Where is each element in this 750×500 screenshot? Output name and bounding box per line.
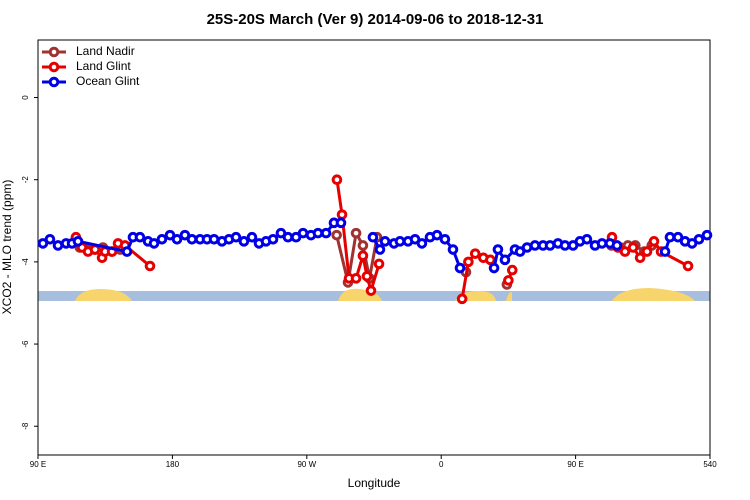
data-point	[416, 238, 428, 249]
data-point	[641, 246, 653, 257]
data-point	[357, 250, 369, 262]
land-strip	[38, 288, 710, 301]
plot-frame	[37, 39, 711, 456]
data-point	[361, 270, 373, 282]
data-point	[431, 229, 443, 241]
data-point	[627, 242, 639, 253]
data-point	[469, 248, 481, 259]
x-tick-label: 180	[166, 460, 180, 469]
x-axis-label: Longitude	[348, 476, 401, 490]
data-point	[156, 233, 168, 245]
y-tick-label: -4	[21, 258, 30, 266]
data-point	[506, 264, 518, 276]
data-point	[335, 217, 347, 229]
x-tick-label: 90 W	[297, 460, 316, 469]
chart-title: 25S-20S March (Ver 9) 2014-09-06 to 2018…	[207, 11, 544, 28]
data-point	[379, 236, 391, 247]
data-point	[44, 233, 56, 245]
data-point	[331, 174, 343, 186]
data-point	[121, 246, 133, 257]
data-point	[246, 231, 258, 243]
data-point	[492, 244, 504, 255]
legend-label: Land Glint	[76, 59, 131, 73]
data-point	[331, 229, 342, 241]
data-point	[350, 227, 362, 239]
y-tick-label: -6	[21, 340, 30, 348]
legend-label: Land Nadir	[76, 44, 135, 58]
data-point	[456, 293, 468, 305]
data-point	[682, 260, 694, 272]
data-point	[488, 262, 500, 274]
data-point	[394, 236, 406, 247]
data-point	[267, 233, 279, 245]
data-point	[186, 233, 198, 245]
data-point	[463, 256, 474, 268]
data-point	[659, 246, 671, 257]
y-axis-label: XCO2 - MLO trend (ppm)	[0, 180, 14, 315]
data-point	[503, 275, 514, 286]
data-point	[72, 236, 84, 247]
data-point	[350, 273, 362, 284]
data-point	[312, 227, 324, 239]
y-tick-label: 0	[21, 95, 30, 100]
data-point	[367, 231, 379, 243]
data-point	[581, 233, 593, 245]
data-point	[171, 233, 183, 245]
data-point	[365, 285, 377, 296]
x-tick-label: 0	[439, 460, 444, 469]
data-point	[134, 231, 146, 243]
data-point	[454, 262, 466, 274]
data-point	[648, 236, 660, 247]
legend-swatch-point	[48, 61, 60, 73]
data-point	[693, 233, 705, 245]
x-tick-label: 90 E	[567, 460, 583, 469]
data-point	[144, 260, 156, 272]
data-point	[499, 254, 511, 266]
data-point	[52, 240, 64, 251]
legend-label: Ocean Glint	[76, 74, 140, 88]
legend-item: Land Glint	[42, 59, 131, 73]
data-point	[439, 233, 451, 245]
legend-swatch-point	[48, 76, 60, 88]
data-point	[230, 231, 242, 243]
data-point	[529, 240, 541, 251]
x-tick-label: 540	[703, 460, 717, 469]
x-tick-label: 90 E	[30, 460, 46, 469]
data-point	[320, 227, 332, 239]
legend-item: Land Nadir	[42, 44, 135, 58]
data-point	[701, 229, 713, 241]
data-point	[611, 240, 623, 251]
data-point	[336, 209, 348, 220]
y-tick-label: -2	[21, 176, 30, 184]
data-point	[634, 252, 646, 264]
data-point	[282, 231, 294, 243]
data-point	[447, 244, 459, 255]
legend-swatch-point	[48, 46, 60, 58]
data-point	[664, 231, 676, 243]
data-point	[485, 254, 496, 266]
data-point	[373, 258, 385, 270]
data-point	[619, 246, 631, 257]
data-point	[148, 238, 160, 249]
legend-item: Ocean Glint	[42, 74, 140, 88]
data-point	[559, 240, 571, 251]
data-point	[357, 240, 369, 251]
data-point	[238, 236, 250, 247]
data-point	[374, 244, 386, 255]
y-tick-label: -8	[21, 422, 30, 430]
